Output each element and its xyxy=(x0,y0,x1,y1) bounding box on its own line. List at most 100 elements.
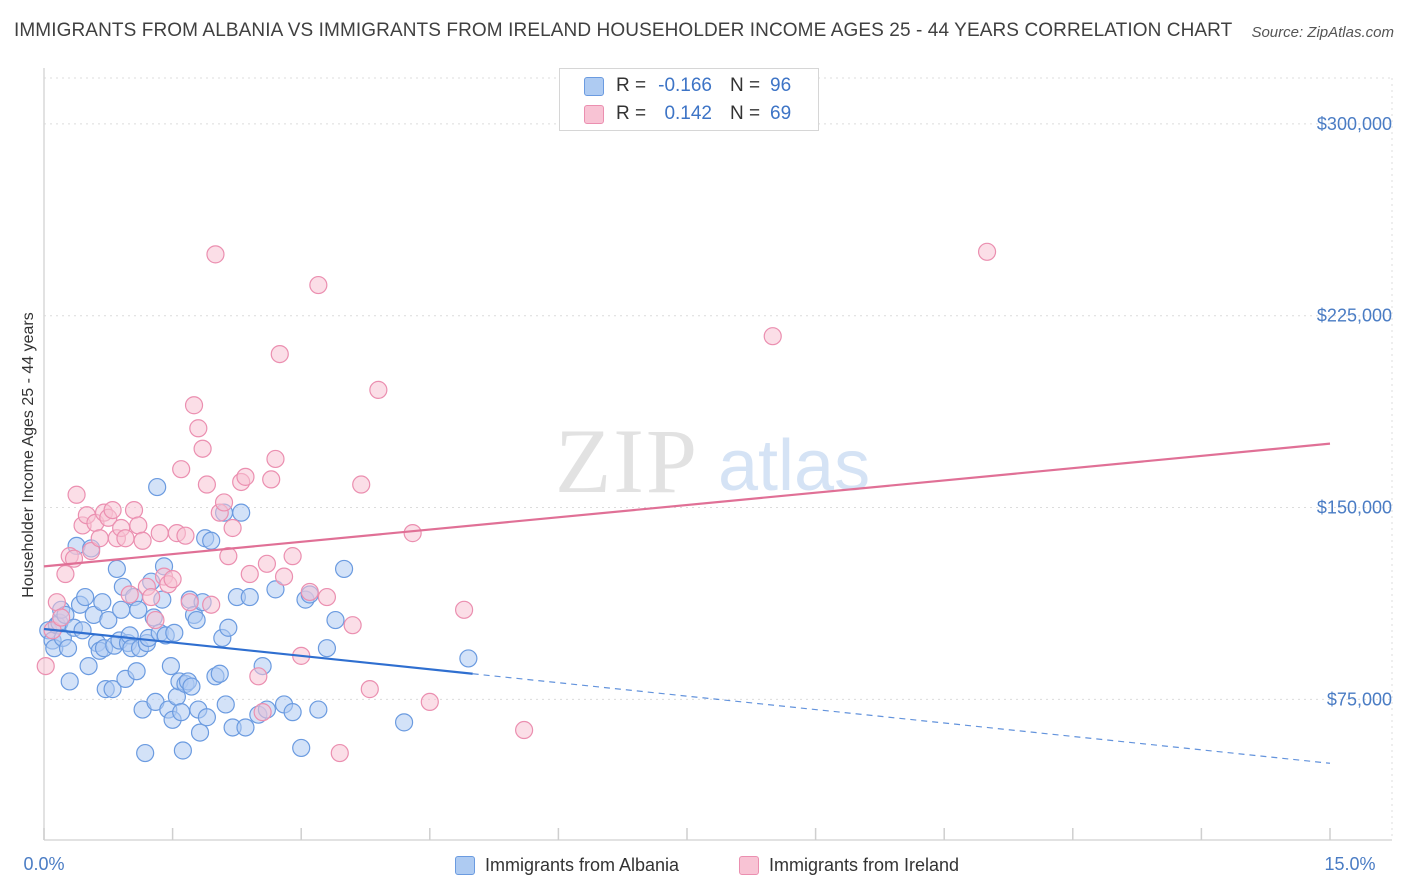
albania-point xyxy=(394,713,414,732)
albania-point xyxy=(459,649,478,668)
albania-point xyxy=(309,700,328,719)
ireland-point xyxy=(214,493,234,512)
ireland-r-value: 0.142 xyxy=(664,103,712,124)
watermark-atlas: atlas xyxy=(718,426,870,506)
albania-point xyxy=(190,723,210,742)
x-tick-label-max: 15.0% xyxy=(1324,854,1375,874)
ireland-point xyxy=(240,564,259,584)
ireland-point xyxy=(249,667,268,686)
ireland-point xyxy=(172,460,191,479)
ireland-point xyxy=(270,344,289,364)
ireland-point xyxy=(202,595,221,614)
bottom-albania-swatch xyxy=(455,855,475,875)
x-tick-label-min: 0.0% xyxy=(23,854,64,874)
albania-point xyxy=(182,677,201,696)
axes xyxy=(43,68,1392,841)
albania-point xyxy=(127,662,146,681)
albania-trend-line xyxy=(43,627,473,675)
albania-point xyxy=(76,587,95,607)
ireland-point xyxy=(515,720,534,740)
ireland-point xyxy=(129,516,148,535)
albania-point xyxy=(93,593,112,612)
albania-point xyxy=(173,741,192,760)
albania-point xyxy=(161,656,180,676)
ireland-point xyxy=(219,547,238,566)
ireland-point xyxy=(180,593,199,612)
albania-n-label: N = xyxy=(730,75,761,96)
albania-swatch xyxy=(584,76,604,96)
legend-row-albania: R = -0.166 N = 96 xyxy=(584,73,791,99)
y-tick-label: $150,000 xyxy=(1317,498,1392,518)
albania-point xyxy=(60,672,79,691)
albania-point xyxy=(187,610,206,630)
ireland-point xyxy=(189,419,208,438)
ireland-point xyxy=(343,616,362,635)
albania-n-value: 96 xyxy=(770,75,792,96)
watermark-zip: ZIP xyxy=(555,410,699,512)
albania-trend-extension xyxy=(472,673,1331,764)
albania-point xyxy=(292,738,311,758)
ireland-point xyxy=(274,567,294,586)
ireland-swatch xyxy=(584,104,604,124)
bottom-albania-label: Immigrants from Albania xyxy=(485,854,680,875)
albania-point xyxy=(240,587,259,607)
y-tick-labels: $75,000 $150,000 $225,000 $300,000 xyxy=(1317,114,1392,709)
ireland-point xyxy=(47,593,66,612)
source-credit: Source: ZipAtlas.com xyxy=(1251,24,1394,41)
albania-point xyxy=(148,477,167,497)
albania-point xyxy=(202,531,221,550)
ireland-n-value: 69 xyxy=(770,103,792,124)
ireland-point xyxy=(253,703,272,722)
albania-point xyxy=(232,503,251,522)
y-tick-label: $300,000 xyxy=(1317,114,1392,134)
albania-point xyxy=(172,703,191,722)
albania-point xyxy=(129,600,148,619)
watermark: ZIP atlas xyxy=(555,410,870,512)
ireland-point xyxy=(124,500,144,520)
trend-lines xyxy=(43,442,1331,764)
ireland-point xyxy=(142,587,161,607)
albania-point xyxy=(107,559,126,579)
x-tick-labels: 0.0% 15.0% xyxy=(23,854,1375,874)
ireland-point xyxy=(257,554,277,573)
ireland-point xyxy=(146,610,165,630)
albania-point xyxy=(79,656,98,676)
albania-point xyxy=(112,600,131,619)
albania-point xyxy=(216,695,235,714)
ireland-points xyxy=(36,242,997,763)
ireland-point xyxy=(977,242,997,261)
ireland-point xyxy=(352,475,371,494)
ireland-point xyxy=(52,608,71,627)
ireland-point xyxy=(763,327,782,346)
ireland-point xyxy=(300,582,319,602)
albania-point xyxy=(136,743,155,763)
y-axis-label: Householder Income Ages 25 - 44 years xyxy=(20,312,37,598)
ireland-trend-line xyxy=(43,442,1331,568)
albania-points xyxy=(39,477,478,763)
ireland-point xyxy=(133,531,152,550)
ireland-point xyxy=(56,564,75,584)
ireland-point xyxy=(116,529,135,548)
ireland-point xyxy=(206,245,225,264)
albania-point xyxy=(326,610,345,630)
albania-point xyxy=(99,610,118,630)
ireland-point xyxy=(454,600,474,619)
ireland-point xyxy=(223,518,242,538)
ireland-point xyxy=(236,467,255,486)
bottom-ireland-swatch xyxy=(739,855,759,875)
ireland-point xyxy=(36,656,55,676)
ireland-point xyxy=(266,449,285,469)
albania-point xyxy=(103,680,122,699)
ireland-point xyxy=(360,680,379,699)
albania-point xyxy=(197,708,216,727)
albania-point xyxy=(236,718,255,737)
bottom-legend-albania: Immigrants from Albania xyxy=(455,853,679,877)
albania-point xyxy=(73,621,92,640)
ireland-point xyxy=(120,585,139,604)
albania-point xyxy=(219,618,238,637)
correlation-legend: R = -0.166 N = 96 R = 0.142 N = 69 xyxy=(559,68,819,131)
ireland-point xyxy=(163,570,182,589)
albania-point xyxy=(334,559,354,579)
albania-r-value: -0.166 xyxy=(658,75,712,96)
